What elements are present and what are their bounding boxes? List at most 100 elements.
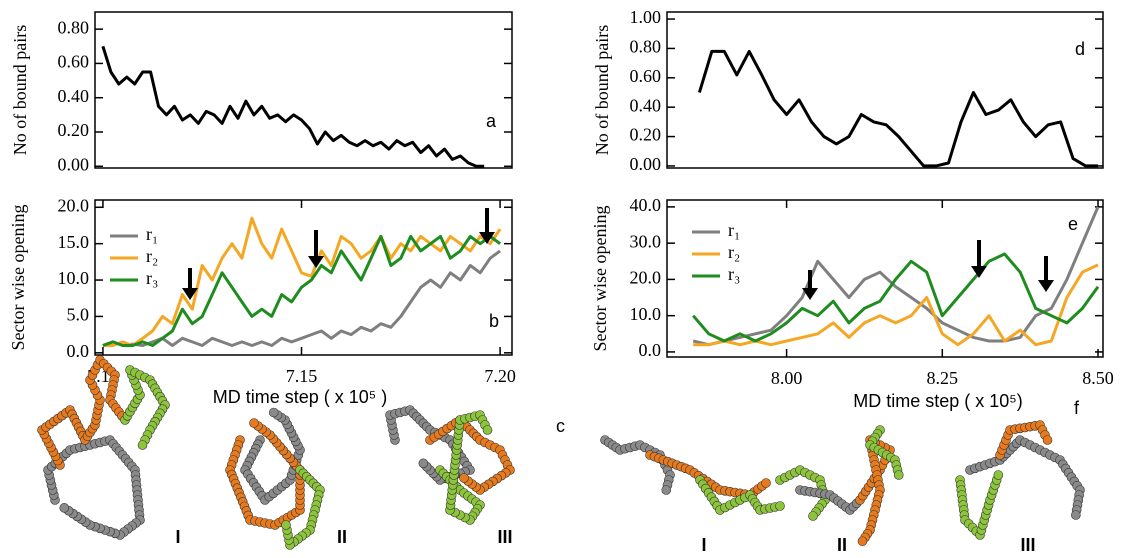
arrow-head	[182, 288, 198, 300]
panel-label: c	[556, 416, 565, 436]
legend-label: r₂	[728, 242, 740, 262]
data-line	[102, 249, 501, 347]
x-tick-label: 7.15	[286, 366, 318, 386]
bead	[993, 470, 1004, 480]
y-tick-label: 15.0	[58, 232, 90, 252]
y-tick-label: 0.60	[630, 66, 662, 86]
bead	[661, 485, 672, 495]
plot-frame	[94, 199, 513, 356]
x-tick-label: 7.20	[484, 366, 516, 386]
bead-chain	[435, 410, 493, 525]
y-axis-label: No of bound pairs	[592, 25, 612, 155]
y-axis-label: Sector wise opening	[590, 206, 610, 352]
structure-label: I	[701, 535, 706, 555]
data-line	[697, 49, 1098, 168]
bead	[59, 503, 70, 513]
bead	[459, 473, 469, 483]
legend-label: r₃	[146, 268, 158, 288]
y-tick-label: 20.0	[630, 268, 662, 288]
x-tick-label: 8.00	[771, 368, 803, 388]
x-tick-label: 8.25	[927, 368, 959, 388]
panel-label: e	[1068, 214, 1078, 234]
legend-label: r₁	[146, 224, 158, 244]
plot-frame	[666, 11, 1104, 169]
x-axis-label: MD time step ( x 10⁵)	[853, 391, 1023, 411]
bead	[281, 520, 291, 530]
bead-chain	[695, 475, 785, 515]
panel-label: f	[1074, 398, 1080, 418]
arrow-head	[308, 256, 324, 268]
bead-chain	[43, 435, 145, 540]
arrow-head	[802, 288, 818, 300]
y-tick-label: 0.0	[67, 341, 90, 361]
legend-label: r₂	[146, 246, 158, 266]
x-tick-label: 8.50	[1082, 368, 1114, 388]
bead-chain	[120, 365, 170, 450]
bead	[775, 501, 785, 511]
y-tick-label: 0.60	[58, 52, 90, 72]
panel-label: d	[1075, 39, 1085, 59]
data-line	[692, 252, 1100, 343]
bead	[808, 511, 818, 521]
panel-label: a	[486, 111, 497, 131]
data-line	[102, 234, 501, 347]
data-line	[692, 206, 1100, 347]
arrow-head	[479, 232, 495, 244]
y-tick-label: 0.0	[639, 340, 662, 360]
y-tick-label: 40.0	[630, 195, 662, 215]
y-tick-label: 0.00	[630, 154, 662, 174]
bead	[482, 425, 493, 435]
bead-chain	[600, 435, 675, 495]
bead	[1071, 510, 1081, 520]
bead	[857, 536, 868, 547]
y-tick-label: 30.0	[630, 231, 662, 251]
legend-label: r₁	[728, 220, 740, 240]
y-tick-label: 5.0	[67, 305, 90, 325]
bead-chain	[281, 465, 325, 550]
y-tick-label: 0.80	[58, 17, 90, 37]
structure-label: II	[337, 527, 347, 547]
bead-chain	[995, 420, 1053, 460]
bead-chain	[795, 485, 862, 515]
y-tick-label: 10.0	[630, 304, 662, 324]
bead	[418, 458, 429, 469]
y-tick-label: 0.80	[630, 37, 662, 57]
bead-chain	[955, 470, 1004, 540]
bead-chain	[37, 355, 127, 470]
bead-chain	[965, 435, 1085, 520]
bead	[761, 478, 771, 488]
structure-label: I	[175, 527, 180, 547]
structure-label: III	[1020, 535, 1035, 555]
y-tick-label: 0.20	[58, 120, 90, 140]
bead-chain	[865, 425, 904, 480]
plot-frame	[666, 199, 1104, 358]
bead	[249, 418, 259, 428]
bead	[137, 440, 148, 450]
bead	[1042, 435, 1053, 445]
y-tick-label: 0.00	[58, 154, 90, 174]
panel-label: b	[489, 311, 499, 331]
bead-chain	[240, 407, 305, 505]
y-tick-label: 10.0	[58, 268, 90, 288]
y-tick-label: 0.40	[58, 86, 90, 106]
arrow-head	[971, 266, 987, 278]
legend-label: r₃	[728, 264, 740, 284]
data-line	[693, 263, 1099, 347]
y-tick-label: 1.00	[630, 7, 662, 27]
structure-label: II	[837, 535, 847, 555]
bead	[893, 470, 904, 480]
y-axis-label: No of bound pairs	[10, 25, 30, 155]
x-axis-label: MD time step ( x 10⁵ )	[213, 387, 388, 407]
data-line	[101, 45, 485, 168]
data-line	[102, 216, 502, 347]
y-tick-label: 0.20	[630, 125, 662, 145]
arrow-head	[1038, 280, 1054, 292]
y-tick-label: 0.40	[630, 95, 662, 115]
structure-label: III	[497, 527, 512, 547]
y-axis-label: Sector wise opening	[8, 205, 28, 351]
bead	[268, 407, 279, 418]
plot-frame	[94, 11, 513, 169]
y-tick-label: 20.0	[58, 195, 90, 215]
